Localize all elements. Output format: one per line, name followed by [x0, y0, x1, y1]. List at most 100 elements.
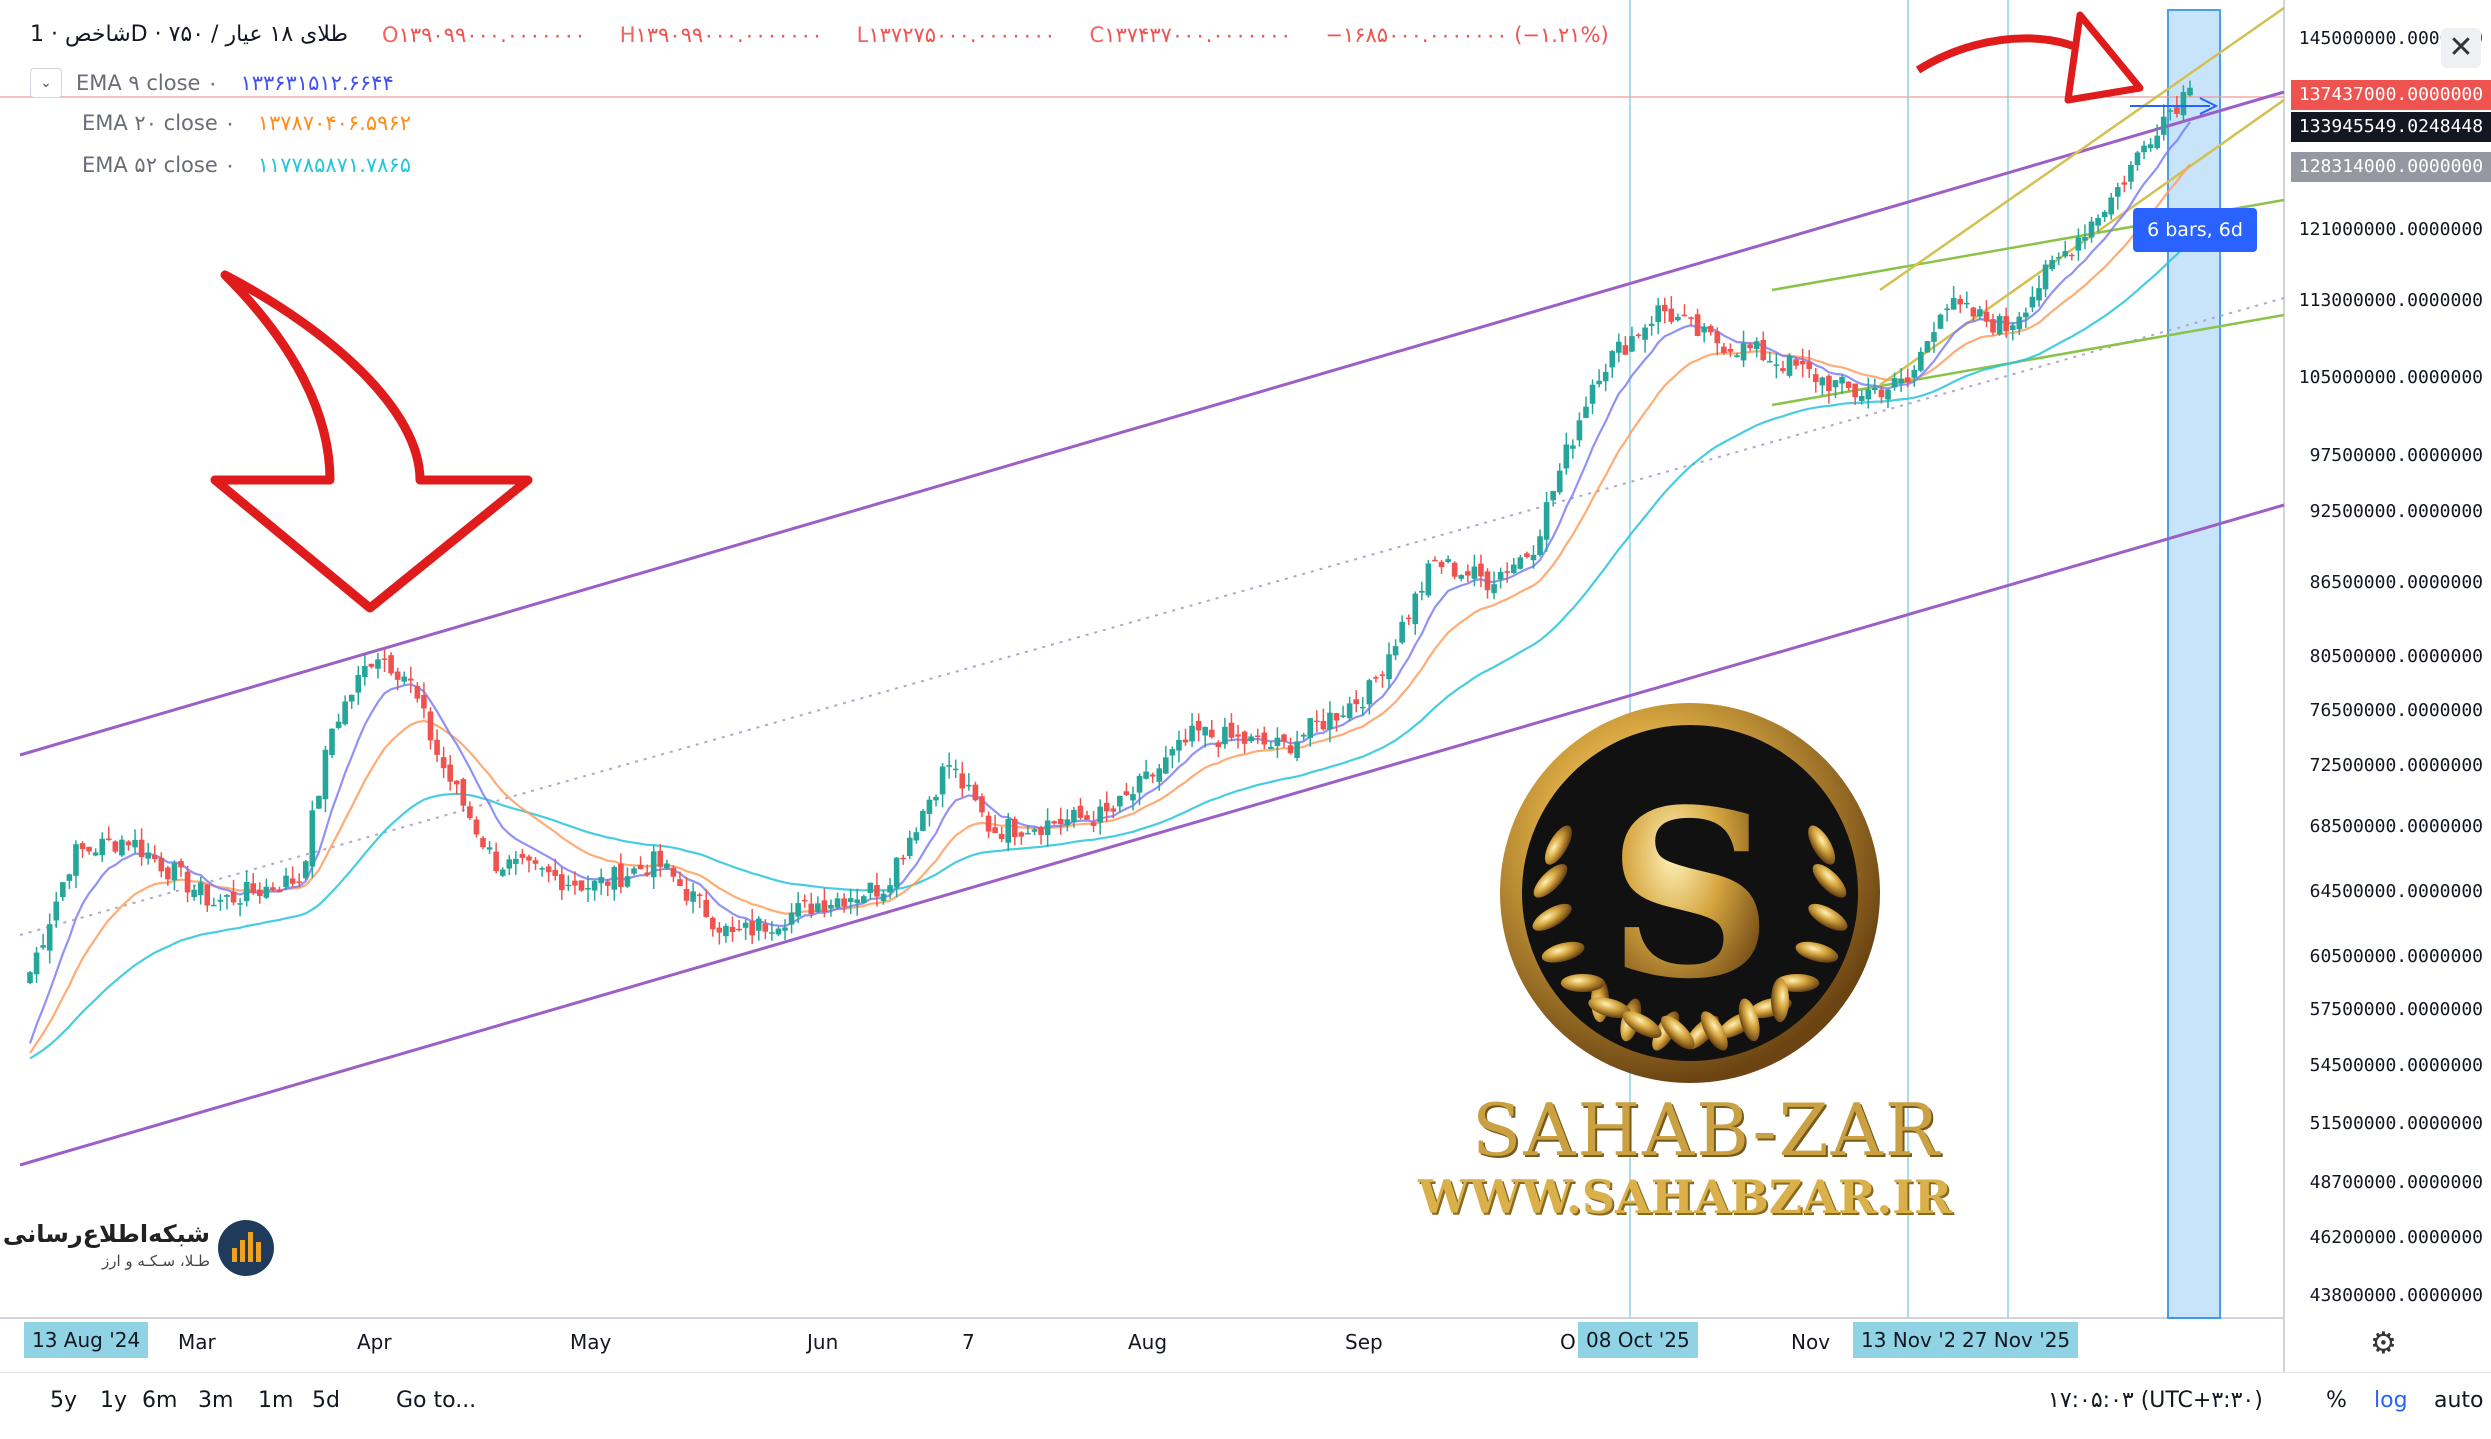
candle-body	[1786, 355, 1793, 376]
price-tick: 54500000.0000000	[2309, 1055, 2483, 1076]
candle-body	[1208, 729, 1215, 738]
ohlc-open: O۱۳۹۰۹۹۰۰۰.۰۰۰۰۰۰۰	[382, 22, 586, 47]
time-highlight-oct: 08 Oct '25	[1578, 1322, 1698, 1358]
candle-body	[887, 885, 893, 893]
candle-body	[316, 795, 322, 809]
candle-body	[1241, 731, 1248, 744]
candle-body	[1734, 355, 1740, 358]
timeframe-3m[interactable]: 3m	[198, 1388, 234, 1413]
candle-body	[946, 765, 952, 767]
timeframe-1m[interactable]: 1m	[258, 1388, 294, 1413]
candle-body	[1977, 309, 1983, 317]
timeframe-5y[interactable]: 5y	[50, 1388, 78, 1413]
candle-body	[670, 867, 677, 877]
candle-body	[631, 868, 637, 874]
candle-body	[585, 887, 591, 890]
candle-body	[1149, 774, 1156, 777]
auto-scale-button[interactable]: auto	[2434, 1388, 2484, 1413]
candle-body	[112, 841, 119, 852]
candle-body	[880, 893, 887, 901]
laurel-leaf	[1660, 1015, 1695, 1050]
ohlc-change: −۱۶۸۵۰۰۰.۰۰۰۰۰۰۰ (−۱.۲۱%)	[1325, 22, 1609, 47]
candle-body	[1090, 822, 1097, 826]
candle-body	[604, 881, 611, 886]
timeframe-5d[interactable]: 5d	[312, 1388, 340, 1413]
candle-body	[1471, 566, 1478, 579]
ohlc-close: C۱۳۷۴۳۷۰۰۰.۰۰۰۰۰۰۰	[1089, 22, 1292, 47]
candle-body	[270, 887, 276, 890]
watermark-url: WWW.SAHABZAR.IR	[1418, 1170, 1953, 1224]
gear-icon[interactable]: ⚙	[2370, 1326, 2397, 1361]
news-network-logo: شبکه‌اطلاع‌رسانی طـلا، سـکـه و ارز	[3, 1220, 274, 1280]
price-tick: 43800000.0000000	[2309, 1285, 2483, 1306]
candle-body	[874, 885, 880, 897]
candle-body	[1451, 562, 1458, 577]
candle-body	[27, 972, 33, 983]
candle-body	[1044, 820, 1051, 836]
candle-body	[1563, 444, 1570, 469]
candle-body	[1701, 327, 1707, 333]
candle-body	[1399, 621, 1405, 643]
candle-body	[2062, 251, 2069, 257]
candle-body	[1491, 584, 1497, 594]
goto-button[interactable]: Go to...	[396, 1388, 477, 1413]
candle-body	[1740, 343, 1747, 361]
legend-ema52-label: EMA ۵۲ close ۰	[82, 153, 236, 177]
legend-ema52[interactable]: EMA ۵۲ close ۰ ۱۱۷۷۸۵۸۷۱.۷۸۶۵	[82, 153, 411, 177]
measure-info-label: 6 bars, 6d	[2133, 208, 2257, 252]
candle-body	[1602, 371, 1609, 382]
candle-body	[1497, 571, 1504, 580]
candle-body	[1904, 377, 1911, 383]
candle-body	[224, 895, 230, 897]
laurel-leaf	[1532, 903, 1572, 931]
candle-body	[782, 927, 788, 931]
log-scale-button[interactable]: log	[2374, 1388, 2408, 1413]
legend-ema20[interactable]: EMA ۲۰ close ۰ ۱۳۷۸۷۰۴۰۶.۵۹۶۲	[82, 111, 411, 135]
legend-ema9[interactable]: ⌄ EMA ۹ close ۰ ۱۳۳۶۳۱۵۱۲.۶۶۴۴	[30, 68, 394, 98]
candle-body	[2147, 144, 2154, 149]
laurel-leaf	[1533, 863, 1568, 898]
candle-body	[1392, 646, 1399, 656]
close-icon[interactable]: ✕	[2441, 28, 2481, 68]
candle-body	[1038, 827, 1044, 835]
candle-body	[1333, 713, 1340, 721]
price-tick: 68500000.0000000	[2309, 816, 2483, 837]
candle-body	[1957, 298, 1964, 305]
candle-body	[1885, 389, 1891, 400]
timeframe-1y[interactable]: 1y	[100, 1388, 128, 1413]
candle-body	[1077, 805, 1084, 818]
collapse-legend-button[interactable]: ⌄	[30, 68, 62, 98]
candle-body	[79, 843, 86, 850]
candle-body	[1944, 308, 1950, 310]
candle-body	[992, 827, 998, 834]
candle-body	[434, 739, 440, 755]
candle-body	[145, 852, 151, 859]
steep-channel-upper	[1879, 6, 2285, 292]
candle-body	[1537, 536, 1543, 556]
candle-body	[893, 857, 900, 888]
candle-body	[677, 879, 683, 887]
candle-body	[1556, 470, 1563, 493]
candle-body	[1812, 374, 1819, 383]
price-tick: 80500000.0000000	[2309, 646, 2483, 667]
candle-body	[1465, 571, 1471, 576]
timeframe-6m[interactable]: 6m	[142, 1388, 178, 1413]
candle-body	[998, 833, 1005, 839]
candle-body	[1760, 339, 1767, 360]
candle-body	[1675, 316, 1681, 321]
candle-body	[165, 867, 171, 880]
candle-body	[33, 952, 40, 975]
candle-body	[493, 851, 499, 872]
candle-body	[762, 923, 769, 932]
percent-scale-button[interactable]: %	[2326, 1388, 2347, 1413]
candle-body	[2128, 165, 2134, 182]
clock[interactable]: ۱۷:۰۵:۰۳ (UTC+۳:۳۰)	[2048, 1388, 2263, 1413]
candle-body	[1419, 590, 1425, 593]
candle-body	[1648, 323, 1655, 326]
candle-body	[1970, 307, 1977, 317]
candle-body	[2009, 325, 2016, 331]
candle-body	[348, 694, 355, 702]
time-label-may: May	[570, 1330, 612, 1354]
price-tick: 72500000.0000000	[2309, 755, 2483, 776]
